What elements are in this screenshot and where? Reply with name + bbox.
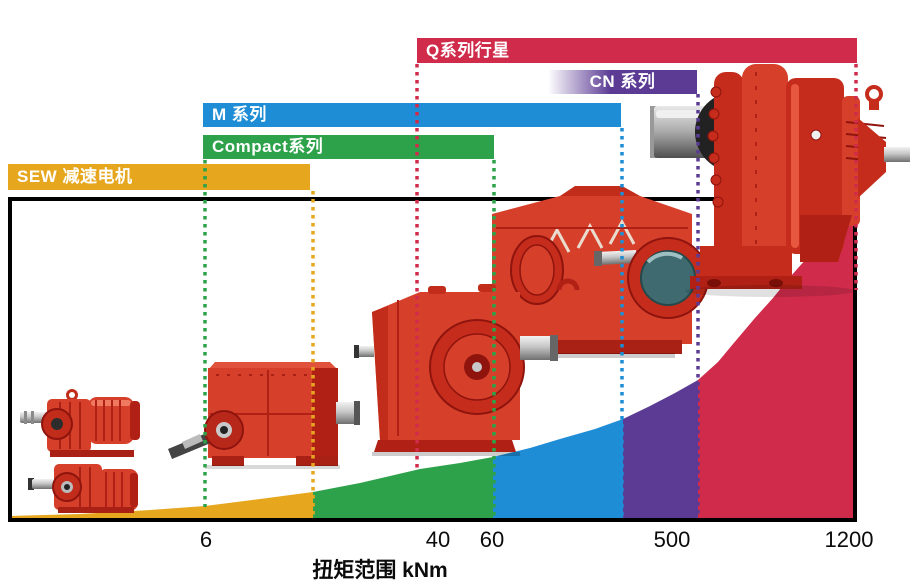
x-tick-label: 1200 (824, 527, 874, 552)
series-bar-label: SEW 减速电机 (17, 167, 133, 186)
x-tick-label: 500 (653, 527, 691, 552)
series-bar-m: M 系列 (203, 103, 621, 127)
series-bar-label: Compact系列 (212, 137, 324, 156)
x-axis-title: 扭矩范围 kNm (312, 559, 448, 582)
x-tick-label: 60 (479, 527, 505, 552)
x-tick-label: 6 (199, 527, 213, 552)
plot-border (8, 197, 857, 522)
series-bar-label: Q系列行星 (426, 41, 510, 60)
series-bar-q: Q系列行星 (417, 38, 857, 63)
series-bar-sew: SEW 减速电机 (8, 164, 310, 190)
series-bar-compact: Compact系列 (203, 135, 494, 159)
series-bar-label: CN 系列 (589, 72, 656, 91)
x-tick-label: 40 (425, 527, 451, 552)
series-bar-label: M 系列 (212, 105, 267, 124)
series-bar-cn: CN 系列 (548, 70, 697, 94)
